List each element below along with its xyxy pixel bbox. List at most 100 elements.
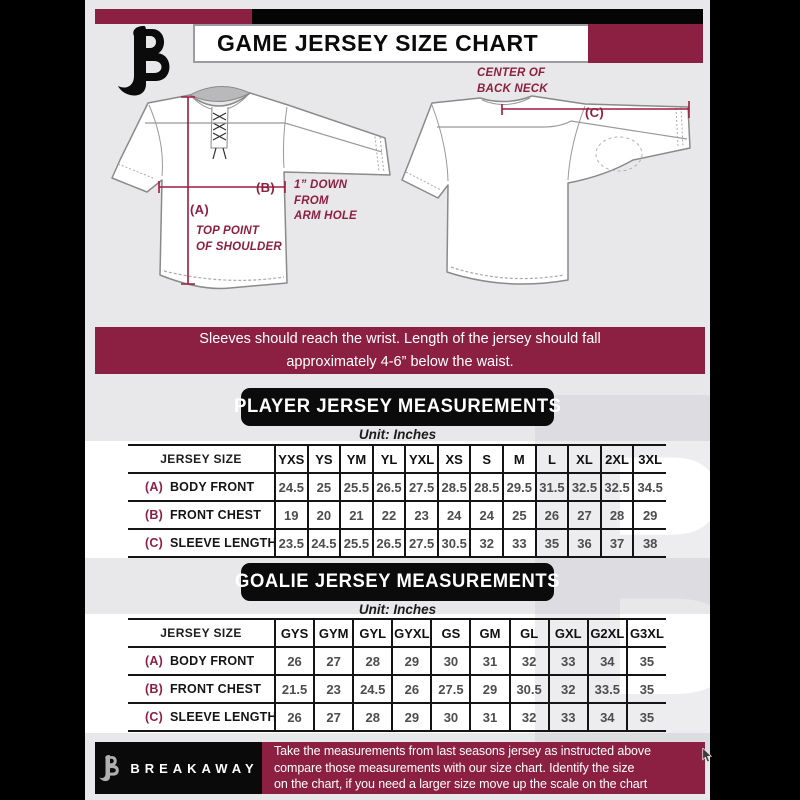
measurement-cell: 27 [313,702,354,732]
measurement-cell: 27.5 [404,528,438,558]
measure-line-c [501,101,690,118]
row-key: (C) [145,710,163,724]
footer-brand-box: BREAKAWAY [95,742,262,794]
measurement-cell: 26 [534,500,569,529]
measurement-cell: 25 [306,472,341,501]
size-header-cell: YS [306,444,341,473]
measurement-cell: 33 [547,646,588,675]
measurement-cell: 24.5 [352,674,393,703]
table-row: (C) SLEEVE LENGTH 23.5 24.5 25.5 26.5 27.5 30.5… [128,528,666,558]
measurement-cell: 22 [371,500,406,529]
player-unit-label: Unit: Inches [358,427,437,442]
measurement-cell: 26 [273,646,315,675]
measurement-cell: 30.5 [508,674,549,703]
row-label: FRONT CHEST [169,682,262,696]
measurement-cell: 34 [586,702,627,732]
row-label-cell: (A) BODY FRONT [128,646,275,675]
measurement-cell: 25.5 [339,528,373,558]
front-jersey-drawing [111,85,391,290]
row-key: (C) [145,536,163,550]
measurement-cell: 23 [313,674,354,703]
page-title: GAME JERSEY SIZE CHART [217,30,539,56]
measurement-cell: 32.5 [567,472,601,501]
measurement-cell: 35 [625,674,666,703]
measurement-cell: 20 [306,500,341,529]
size-header-cell: M [502,444,536,473]
measure-line-a [181,96,195,285]
measurement-cell: 28.5 [436,472,471,501]
measurement-cell: 27.5 [430,674,471,703]
measurement-cell: 28 [352,702,393,732]
size-header-cell: YM [339,444,373,473]
measurement-cell: 38 [632,528,666,558]
measurement-cell: 33 [502,528,536,558]
size-header-cell: GS [430,618,471,647]
header-accent-maroon [95,9,252,24]
title-bar-maroon-block [588,24,703,63]
label-a: (A) [190,202,209,217]
size-header-cell: GXL [547,618,588,647]
size-header-cell: GL [508,618,549,647]
table-row: (A) BODY FRONT 26 27 28 29 30 31 32 33 34 35 [128,646,666,675]
row-key: (B) [145,682,163,696]
note-top-point-of-shoulder: TOP POINT OF SHOULDER [196,225,282,253]
row-label-cell: (B) FRONT CHEST [128,674,275,703]
table-row: (B) FRONT CHEST 21.5 23 24.5 26 27.5 29 30.5 32 33… [128,674,666,703]
row-label-cell: (C) SLEEVE LENGTH [128,702,277,732]
measurement-cell: 37 [599,528,634,558]
measurement-cell: 29 [391,646,432,675]
measurement-cell: 28 [352,646,393,675]
size-header-cell: S [469,444,504,473]
jersey-diagrams [111,85,691,290]
table-corner-label: JERSEY SIZE [128,618,275,647]
size-header-cell: GYXL [391,618,432,647]
measurement-cell: 29.5 [502,472,536,501]
row-key: (A) [145,480,163,494]
table-row: (C) SLEEVE LENGTH 26 27 28 29 30 31 32 33 34 35 [128,702,666,732]
size-header-cell: G2XL [586,618,627,647]
measurement-cell: 30 [430,702,471,732]
right-black-bar [710,0,800,800]
measurement-cell: 27.5 [404,472,438,501]
measurement-cell: 27 [313,646,354,675]
size-header-cell: 2XL [599,444,634,473]
measurement-cell: 24.5 [306,528,341,558]
measurement-cell: 26 [273,702,315,732]
goalie-section-header: GOALIE JERSEY MEASUREMENTS [235,563,559,601]
measurement-cell: 35 [534,528,569,558]
header-accent-black [252,9,703,24]
table-corner-label: JERSEY SIZE [128,444,275,473]
measurement-cell: 19 [274,500,308,529]
back-jersey-drawing [401,95,691,285]
measurement-cell: 36 [567,528,601,558]
row-label: SLEEVE LENGTH [169,710,277,724]
measurement-cell: 32 [508,646,549,675]
goalie-measurements-table: JERSEY SIZE GYS GYM GYL GYXL GS GM GL GXL G2XL G3X… [128,618,666,732]
measurement-cell: 28 [599,500,634,529]
row-label: FRONT CHEST [169,508,262,522]
table-row: (B) FRONT CHEST 19 20 21 22 23 24 24 25 26 27 28 29 [128,500,666,529]
size-header-cell: YL [371,444,406,473]
measurement-cell: 23.5 [274,528,308,558]
fit-note-banner: Sleeves should reach the wrist. Length o… [95,327,705,374]
label-b: (B) [256,180,275,195]
size-table: JERSEY SIZE GYS GYM GYL GYXL GS GM GL GXL G2XL G3X… [128,618,666,732]
player-measurements-table: JERSEY SIZE YXS YS YM YL YXL XS S M L XL 2XL 3XL (A) B… [128,444,666,558]
measurement-cell: 32 [547,674,588,703]
size-header-cell: XL [567,444,601,473]
table-row: (A) BODY FRONT 24.5 25 25.5 26.5 27.5 28.5 28.5 2… [128,472,666,501]
size-header-cell: GYM [313,618,354,647]
player-section-header: PLAYER JERSEY MEASUREMENTS [234,388,561,426]
measurement-cell: 26.5 [371,528,406,558]
measurement-lines [158,96,690,285]
measure-line-b [158,181,286,193]
measurement-cell: 35 [625,702,666,732]
measurement-cell: 33 [547,702,588,732]
goalie-unit-label: Unit: Inches [358,602,437,617]
measurement-cell: 34.5 [632,472,666,501]
row-label: BODY FRONT [169,480,255,494]
row-label: SLEEVE LENGTH [169,536,277,550]
measurement-cell: 29 [469,674,510,703]
size-header-cell: G3XL [625,618,666,647]
size-header-cell: GYS [273,618,315,647]
